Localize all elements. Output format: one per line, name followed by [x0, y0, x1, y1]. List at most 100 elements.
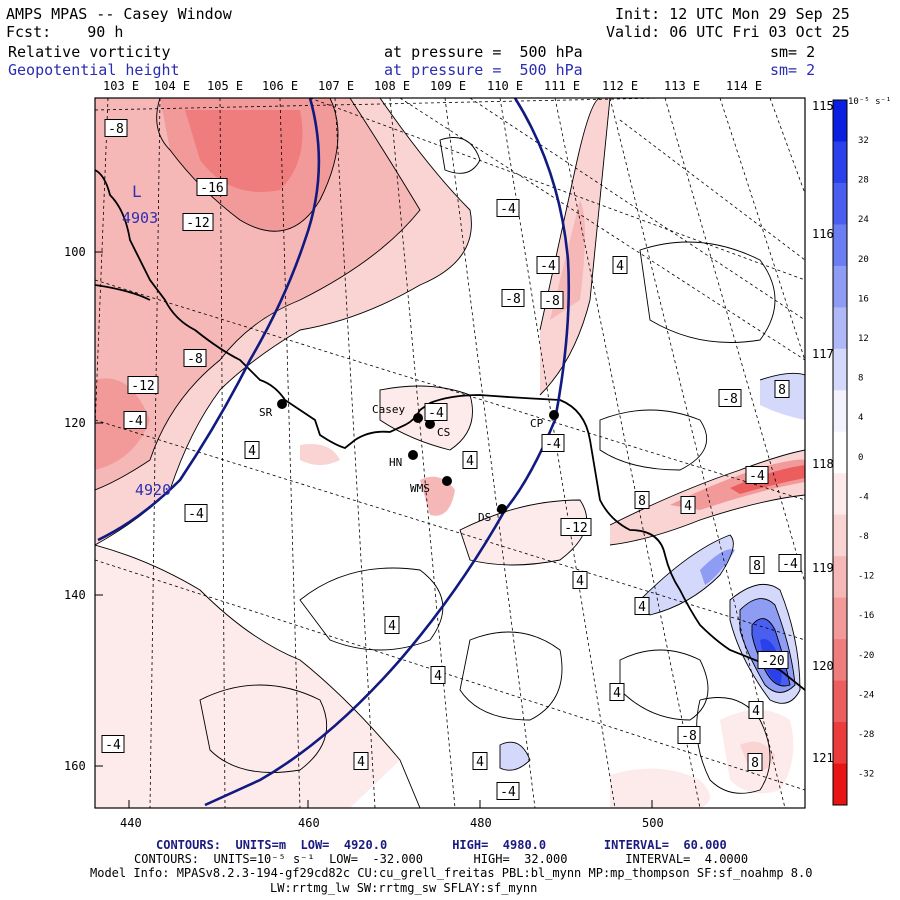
field1-name: Relative vorticity	[8, 43, 171, 61]
station-hn-label: HN	[389, 456, 402, 469]
init-time: Init: 12 UTC Mon 29 Sep 25	[615, 5, 850, 23]
vorticity-label: -8	[183, 349, 207, 367]
colorbar-label: -4	[858, 492, 869, 502]
station-wms-marker[interactable]	[442, 476, 452, 486]
colorbar-label: 12	[858, 334, 869, 344]
vorticity-label: -4	[184, 504, 208, 522]
svg-text:8: 8	[638, 494, 646, 509]
vorticity-label: 4	[609, 683, 625, 701]
valid-time: Valid: 06 UTC Fri 03 Oct 25	[606, 23, 850, 41]
colorbar-swatch	[833, 307, 847, 350]
svg-text:-8: -8	[108, 122, 124, 137]
vorticity-shading	[95, 98, 805, 808]
field2-level: at pressure = 500 hPa	[384, 61, 583, 79]
colorbar-swatch	[833, 100, 847, 142]
lon-112: 112 E	[602, 79, 638, 93]
svg-text:-4: -4	[545, 437, 561, 452]
colorbar-label: -32	[858, 770, 874, 780]
vorticity-label: 4	[680, 496, 696, 514]
map-title: AMPS MPAS -- Casey Window	[6, 5, 232, 23]
coastline	[95, 169, 805, 691]
colorbar-label: 4	[858, 413, 863, 423]
y-tick-100: 100	[64, 245, 86, 259]
vorticity-label: -12	[127, 376, 159, 394]
colorbar-swatch	[833, 514, 847, 557]
svg-text:4: 4	[476, 755, 484, 770]
vorticity-label: 4	[462, 451, 478, 469]
vorticity-label: 8	[749, 556, 765, 574]
svg-text:-16: -16	[200, 181, 223, 196]
svg-text:-4: -4	[540, 259, 556, 274]
svg-text:4: 4	[466, 454, 474, 469]
station-ds-label: DS	[478, 511, 491, 524]
vorticity-label: -8	[718, 389, 742, 407]
svg-text:4: 4	[434, 669, 442, 684]
lon-109: 109 E	[430, 79, 466, 93]
station-hn-marker[interactable]	[408, 450, 418, 460]
vorticity-contours	[95, 98, 805, 808]
vorticity-label: -4	[123, 411, 147, 429]
lon-114: 114 E	[726, 79, 762, 93]
svg-text:8: 8	[751, 756, 759, 771]
contours-height-info: CONTOURS: UNITS=m LOW= 4920.0 HIGH= 4980…	[156, 838, 727, 852]
colorbar-label: 16	[858, 294, 869, 304]
station-wms-label: WMS	[410, 482, 430, 495]
svg-text:-12: -12	[564, 521, 587, 536]
model-info-2: LW:rrtmg_lw SW:rrtmg_sw SFLAY:sf_mynn	[270, 881, 538, 895]
station-cs-marker[interactable]	[425, 419, 435, 429]
field1-level: at pressure = 500 hPa	[384, 43, 583, 61]
stations: SR Casey CS HN WMS CP DS	[259, 399, 559, 524]
colorbar-frame	[832, 99, 848, 806]
svg-text:4: 4	[388, 619, 396, 634]
lon-110: 110 E	[487, 79, 523, 93]
vorticity-label: -8	[540, 291, 564, 309]
vorticity-label: -4	[536, 256, 560, 274]
svg-text:-4: -4	[105, 738, 121, 753]
axis-ticks	[95, 251, 653, 808]
svg-text:-12: -12	[186, 216, 209, 231]
colorbar-swatch	[833, 556, 847, 599]
vorticity-label: -8	[501, 289, 525, 307]
station-cp-label: CP	[530, 417, 544, 430]
station-cp-marker[interactable]	[549, 410, 559, 420]
low-marker: L	[132, 182, 142, 201]
colorbar-labels: 32 28 24 20 16 12 8 4 0 -4 -8 -12 -16 -20 -24 -28 -32	[858, 136, 874, 780]
colorbar-swatch	[833, 390, 847, 433]
lon-111: 111 E	[544, 79, 580, 93]
svg-text:4: 4	[638, 600, 646, 615]
colorbar-label: -28	[858, 730, 874, 740]
colorbar-label: 8	[858, 374, 863, 384]
colorbar-label: -20	[858, 651, 874, 661]
vorticity-label: 8	[774, 380, 790, 398]
colorbar-label: 0	[858, 453, 863, 463]
vorticity-label: -4	[745, 466, 769, 484]
svg-text:4: 4	[752, 704, 760, 719]
svg-text:-8: -8	[544, 294, 560, 309]
y-tick-120: 120	[64, 416, 86, 430]
svg-text:-8: -8	[722, 392, 738, 407]
field2-smoothing: sm= 2	[770, 61, 816, 79]
station-ds-marker[interactable]	[497, 504, 507, 514]
vorticity-label: -4	[101, 735, 125, 753]
vorticity-label: -8	[104, 119, 128, 137]
vorticity-label: 4	[353, 752, 369, 770]
station-sr-marker[interactable]	[277, 399, 287, 409]
vorticity-label: -4	[541, 434, 565, 452]
forecast-hour: Fcst: 90 h	[6, 23, 124, 41]
colorbar-label: 28	[858, 176, 869, 186]
colorbar-label: -16	[858, 611, 874, 621]
station-casey-marker[interactable]	[413, 413, 423, 423]
svg-text:-4: -4	[428, 406, 444, 421]
x-tick-500: 500	[642, 816, 664, 830]
colorbar-swatch	[833, 763, 847, 806]
svg-text:-12: -12	[131, 379, 154, 394]
svg-text:4: 4	[576, 574, 584, 589]
svg-text:-8: -8	[681, 729, 697, 744]
colorbar-swatch	[833, 597, 847, 640]
lon-107: 107 E	[318, 79, 354, 93]
vorticity-label: 4	[472, 752, 488, 770]
low-value: 4903	[122, 209, 158, 227]
svg-text:4: 4	[613, 686, 621, 701]
colorbar-swatch	[833, 265, 847, 308]
svg-text:-20: -20	[761, 654, 784, 669]
